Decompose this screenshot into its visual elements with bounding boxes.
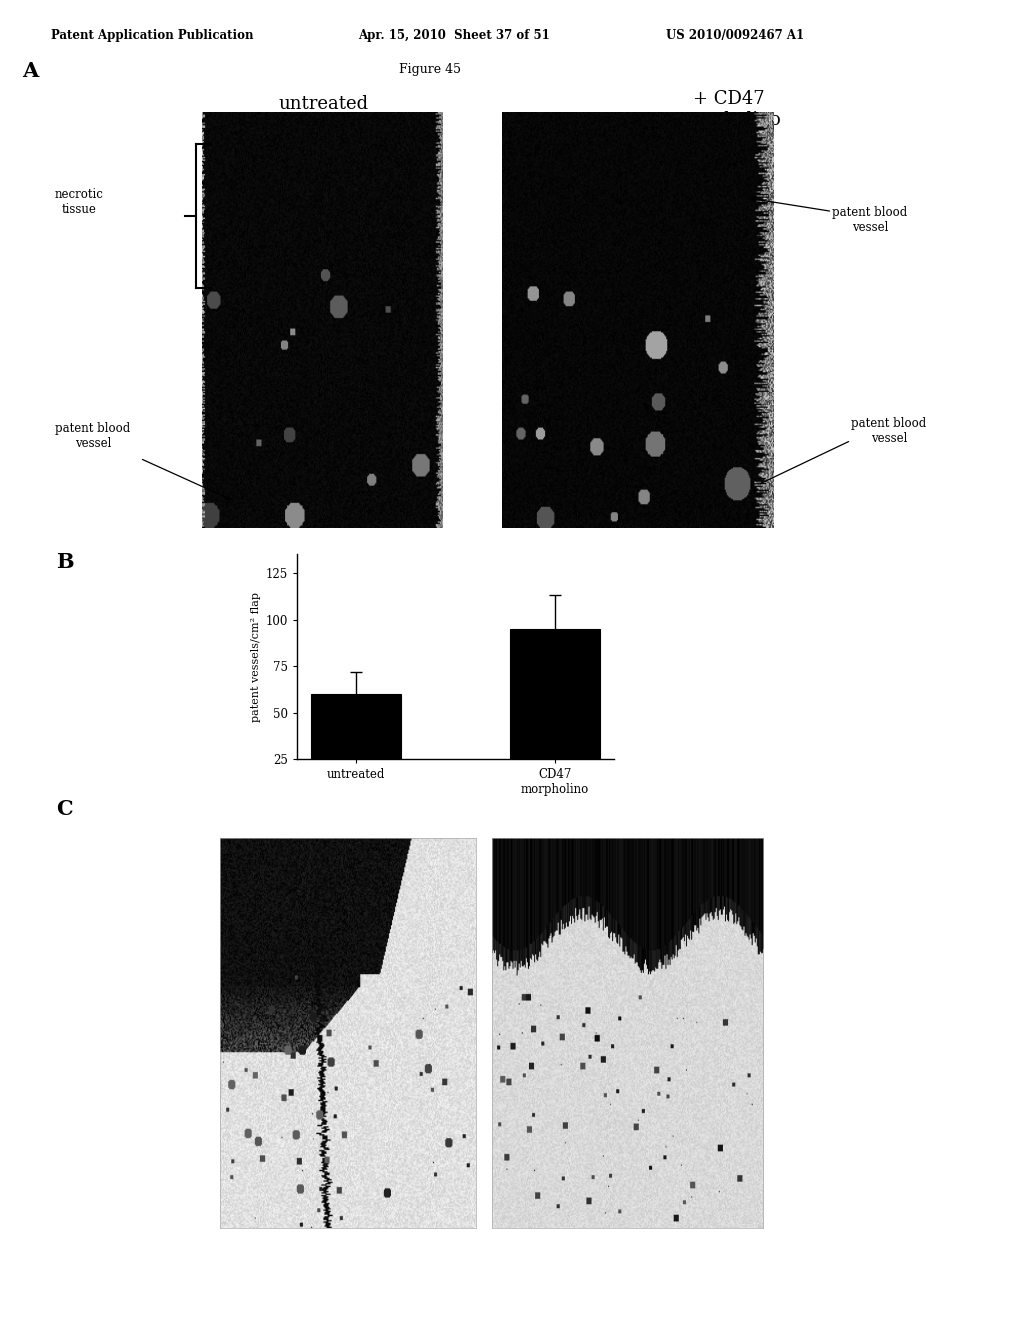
Text: Apr. 15, 2010  Sheet 37 of 51: Apr. 15, 2010 Sheet 37 of 51 xyxy=(358,29,550,42)
Text: C: C xyxy=(56,799,73,818)
Text: + CD47
morpholino: + CD47 morpholino xyxy=(676,90,781,129)
Text: necrotic
tissue: necrotic tissue xyxy=(54,189,103,216)
Text: A: A xyxy=(23,61,38,82)
Text: patent blood
vessel: patent blood vessel xyxy=(833,206,907,235)
Text: Patent Application Publication: Patent Application Publication xyxy=(51,29,254,42)
Text: US 2010/0092467 A1: US 2010/0092467 A1 xyxy=(666,29,804,42)
Text: patent blood
vessel: patent blood vessel xyxy=(55,422,130,450)
Bar xyxy=(311,694,401,805)
Text: patent blood
vessel: patent blood vessel xyxy=(851,417,927,445)
Text: B: B xyxy=(56,552,74,572)
Y-axis label: patent vessels/cm² flap: patent vessels/cm² flap xyxy=(251,591,261,722)
Bar xyxy=(510,628,600,805)
Text: Figure 45: Figure 45 xyxy=(399,63,461,77)
Text: untreated: untreated xyxy=(279,95,369,112)
